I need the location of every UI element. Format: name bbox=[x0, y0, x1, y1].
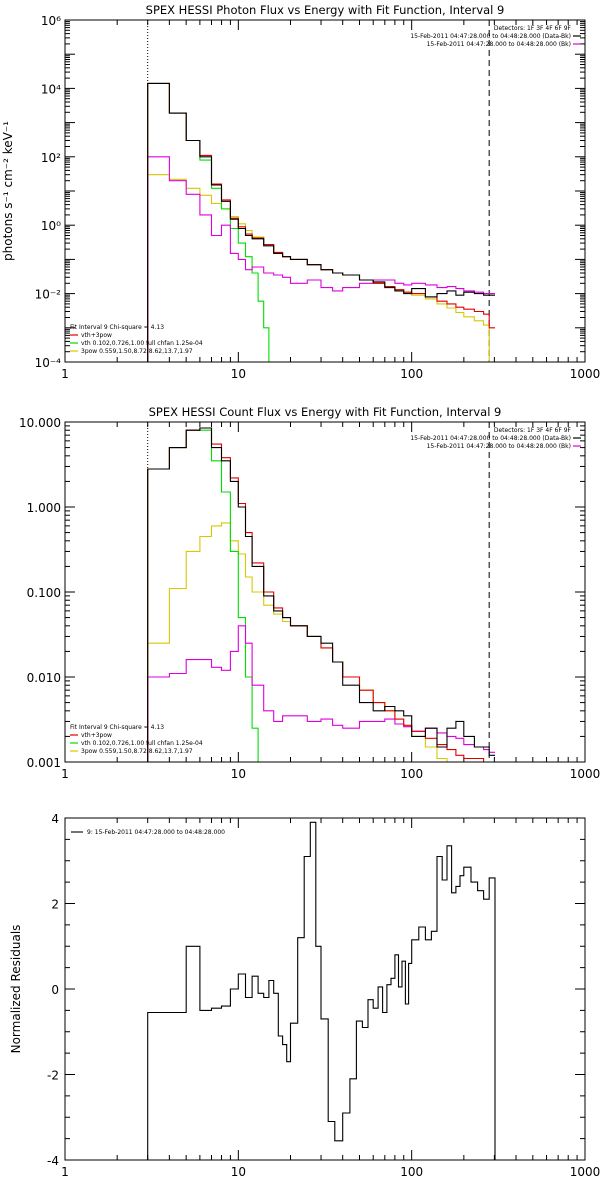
legend-right-entry: 15-Feb-2011 04:47:28.000 to 04:48:28.000… bbox=[410, 33, 571, 40]
x-tick-label: 10 bbox=[231, 1165, 246, 1179]
x-tick-label: 1 bbox=[61, 767, 69, 781]
plot-frame bbox=[64, 19, 586, 363]
legend-right-entry: Detectors: 1F 3F 4F 6F 9F bbox=[494, 25, 572, 32]
legend-left-entry: Fit Interval 9 Chi-square = 4.13 bbox=[70, 724, 164, 731]
legend-left-entry: 9: 15-Feb-2011 04:47:28.000 to 04:48:28.… bbox=[87, 829, 225, 836]
x-tick-label: 10 bbox=[231, 767, 246, 781]
y-tick-label: 10⁴ bbox=[41, 82, 61, 96]
chart-2: SPEX HESSI Count Flux vs Energy with Fit… bbox=[19, 405, 600, 781]
chart-1: SPEX HESSI Photon Flux vs Energy with Fi… bbox=[1, 3, 600, 381]
legend-right-entry: Detectors: 1F 3F 4F 6F 9F bbox=[494, 427, 572, 434]
chart-3: 1 10 100 1000 -4 -2 0 2 4 Normalized Residuals 9: … bbox=[9, 812, 600, 1179]
legend-right-entry: 15-Feb-2011 04:47:28.000 to 04:48:28.000… bbox=[427, 41, 571, 48]
y-tick-label: 10⁻⁴ bbox=[35, 356, 62, 370]
y-tick-label: 0 bbox=[51, 983, 59, 997]
legend-left-entry: vth+3pow bbox=[81, 332, 112, 339]
y-tick-label: 1.000 bbox=[27, 501, 61, 515]
x-tick-label: 100 bbox=[400, 767, 423, 781]
legend-left-entry: Fit Interval 9 Chi-square = 4.13 bbox=[70, 324, 164, 331]
legend-right-entry: 15-Feb-2011 04:47:28.000 to 04:48:28.000… bbox=[427, 443, 571, 450]
x-tick-label: 1 bbox=[61, 367, 69, 381]
x-tick-label: 100 bbox=[400, 1165, 423, 1179]
y-tick-label: 4 bbox=[51, 812, 59, 826]
y-tick-label: 10⁶ bbox=[41, 14, 61, 28]
series-line-0 bbox=[147, 821, 496, 1160]
x-tick-label: 1 bbox=[61, 1165, 69, 1179]
legend-left-entry: 3pow 0.559,1.50,8.72,8.62,13.7,1.97 bbox=[81, 348, 193, 355]
series-line-0 bbox=[147, 82, 495, 362]
chart-title: SPEX HESSI Count Flux vs Energy with Fit… bbox=[149, 405, 502, 419]
y-tick-label: 0.001 bbox=[27, 756, 61, 770]
x-tick-label: 100 bbox=[400, 367, 423, 381]
series-line-2 bbox=[147, 429, 264, 762]
x-tick-label: 10 bbox=[231, 367, 246, 381]
y-tick-label: 0.100 bbox=[27, 586, 61, 600]
series-line-0 bbox=[147, 427, 495, 762]
y-axis-label: Normalized Residuals bbox=[9, 925, 23, 1054]
y-tick-label: 0.010 bbox=[27, 671, 61, 685]
y-tick-label: 10² bbox=[41, 151, 61, 165]
y-tick-label: 2 bbox=[51, 898, 59, 912]
y-tick-label: 10⁻² bbox=[35, 288, 62, 302]
series-line-4 bbox=[147, 625, 495, 762]
chart-title: SPEX HESSI Photon Flux vs Energy with Fi… bbox=[146, 3, 505, 17]
y-axis-label: photons s⁻¹ cm⁻² keV⁻¹ bbox=[1, 121, 15, 261]
legend-left-entry: 3pow 0.559,1.50,8.72,8.62,13.7,1.97 bbox=[81, 748, 193, 755]
legend-left-entry: vth 0.102,0.726,1.00 full chfan 1.25e-04 bbox=[81, 340, 203, 347]
y-tick-label: 10.000 bbox=[19, 416, 61, 430]
x-tick-label: 1000 bbox=[570, 767, 600, 781]
legend-right-entry: 15-Feb-2011 04:47:28.000 to 04:48:28.000… bbox=[410, 435, 571, 442]
series-line-4 bbox=[147, 156, 495, 362]
y-tick-label: -4 bbox=[47, 1154, 59, 1168]
x-tick-label: 1000 bbox=[570, 1165, 600, 1179]
series-line-1 bbox=[147, 427, 495, 762]
x-tick-label: 1000 bbox=[570, 367, 600, 381]
plot-frame bbox=[64, 421, 586, 763]
y-tick-label: 10⁰ bbox=[41, 219, 61, 233]
legend-left-entry: vth+3pow bbox=[81, 732, 112, 739]
series-line-1 bbox=[147, 82, 495, 362]
y-tick-label: -2 bbox=[47, 1069, 59, 1083]
legend-left-entry: vth 0.102,0.726,1.00 full chfan 1.25e-04 bbox=[81, 740, 203, 747]
plot-frame bbox=[64, 817, 586, 1161]
